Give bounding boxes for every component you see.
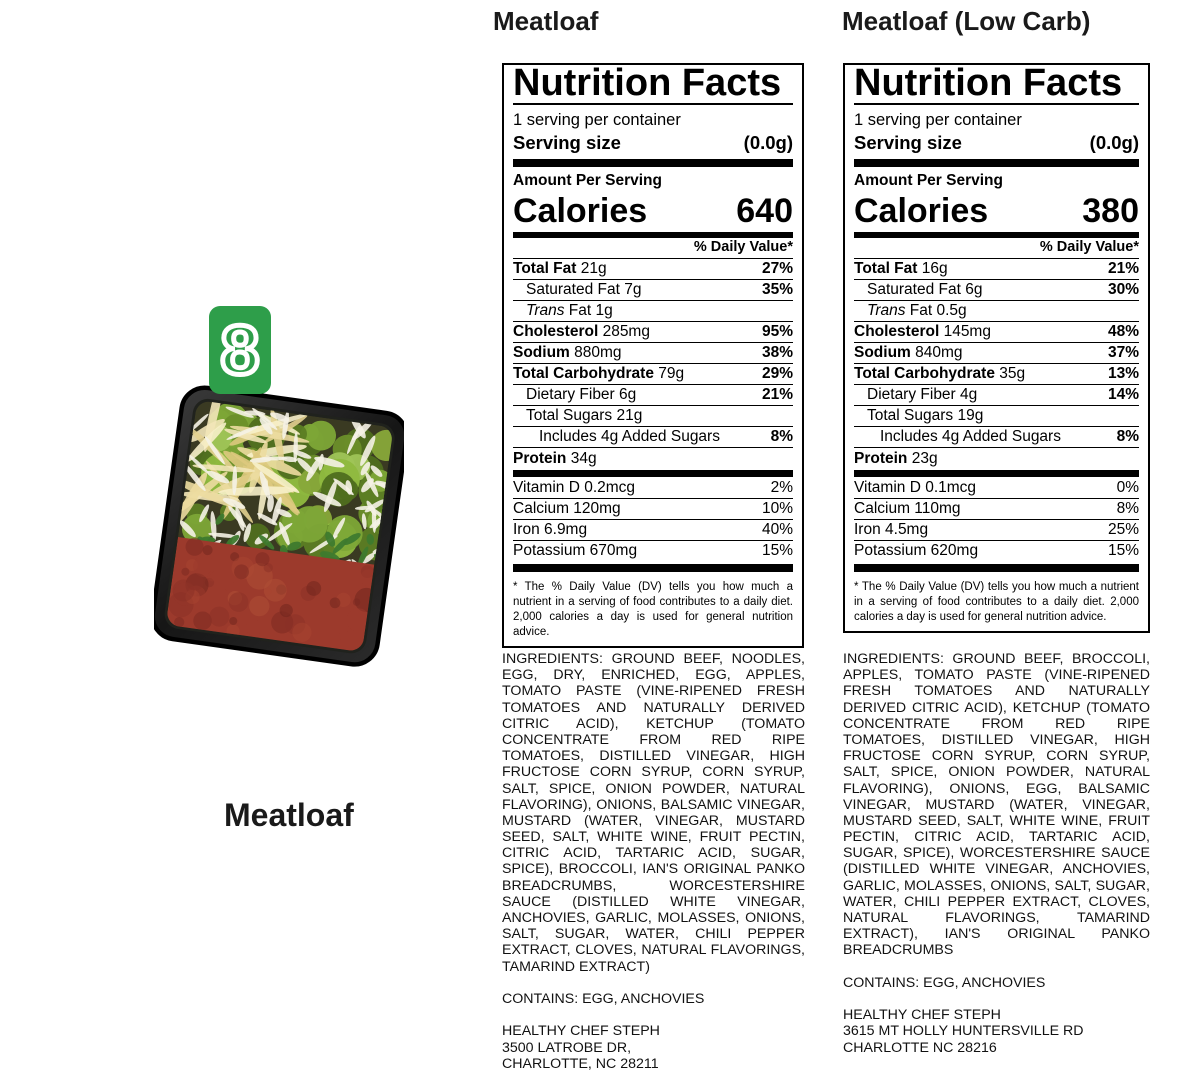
svg-text:8: 8	[221, 311, 260, 389]
